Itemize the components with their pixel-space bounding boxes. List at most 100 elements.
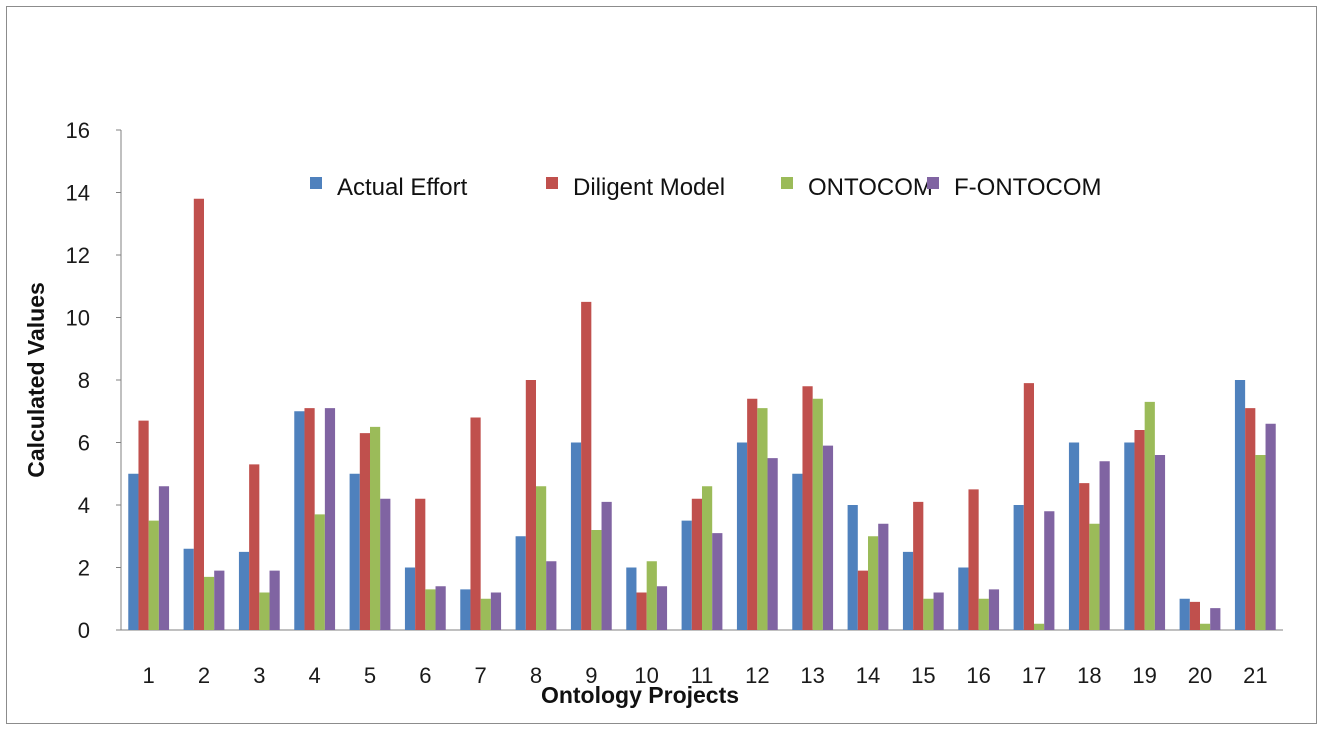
bar bbox=[1144, 401, 1155, 630]
bar bbox=[792, 473, 803, 630]
bar bbox=[857, 570, 868, 630]
bar bbox=[1124, 442, 1135, 630]
bar bbox=[435, 586, 446, 630]
bar bbox=[460, 589, 471, 630]
y-tick-label: 0 bbox=[78, 618, 90, 643]
bar bbox=[259, 592, 270, 630]
bar bbox=[294, 411, 305, 630]
x-tick-label: 1 bbox=[143, 663, 155, 688]
bar bbox=[1023, 383, 1034, 630]
legend-swatch bbox=[781, 177, 793, 189]
bar bbox=[193, 198, 204, 630]
bar bbox=[626, 567, 637, 630]
bar bbox=[158, 486, 170, 630]
legend: Actual Effort Diligent Model ONTOCOM F-ONTO… bbox=[310, 174, 1102, 201]
bar bbox=[902, 551, 914, 630]
bar bbox=[425, 589, 436, 630]
y-tick-label: 8 bbox=[78, 368, 90, 393]
bar bbox=[847, 505, 858, 630]
bar bbox=[868, 536, 879, 630]
bar bbox=[183, 548, 194, 630]
bar bbox=[636, 592, 647, 630]
bar bbox=[978, 598, 989, 630]
x-tick-label: 16 bbox=[966, 663, 990, 688]
bar bbox=[480, 598, 491, 630]
bar bbox=[712, 533, 723, 630]
bar bbox=[1034, 623, 1045, 630]
bar bbox=[1134, 430, 1145, 630]
bar bbox=[138, 420, 149, 630]
y-tick-label: 10 bbox=[66, 306, 90, 331]
x-tick-label: 6 bbox=[419, 663, 431, 688]
bar bbox=[757, 408, 768, 630]
y-tick-label: 14 bbox=[66, 181, 90, 206]
y-tick-label: 16 bbox=[66, 118, 90, 143]
x-tick-label: 20 bbox=[1188, 663, 1212, 688]
bar bbox=[591, 530, 602, 630]
bar bbox=[802, 386, 813, 630]
x-tick-label: 14 bbox=[856, 663, 880, 688]
bar bbox=[1200, 623, 1211, 630]
bar bbox=[656, 586, 668, 630]
x-tick-label: 2 bbox=[198, 663, 210, 688]
bar bbox=[214, 570, 225, 630]
bar bbox=[490, 592, 502, 630]
bar bbox=[812, 398, 823, 630]
bar bbox=[923, 598, 934, 630]
bar bbox=[601, 501, 612, 630]
legend-label: ONTOCOM bbox=[808, 174, 933, 201]
x-tick-label: 12 bbox=[745, 663, 769, 688]
bar bbox=[767, 458, 778, 630]
bar bbox=[380, 498, 391, 630]
bar bbox=[249, 464, 260, 630]
bar bbox=[691, 498, 702, 630]
legend-label: Diligent Model bbox=[573, 174, 725, 201]
x-tick-label: 10 bbox=[634, 663, 658, 688]
bar bbox=[681, 520, 692, 630]
bar bbox=[359, 433, 370, 630]
legend-swatch bbox=[546, 177, 558, 189]
bar bbox=[933, 592, 944, 630]
x-tick-label: 4 bbox=[309, 663, 321, 688]
bar bbox=[1234, 380, 1246, 630]
y-tick-label: 12 bbox=[66, 243, 90, 268]
bar bbox=[269, 570, 280, 630]
bar bbox=[1255, 455, 1266, 630]
x-tick-label: 17 bbox=[1022, 663, 1046, 688]
legend-label: F-ONTOCOM bbox=[954, 174, 1102, 201]
bar bbox=[646, 561, 657, 630]
x-tick-label: 5 bbox=[364, 663, 376, 688]
bar bbox=[324, 408, 336, 630]
bar bbox=[370, 426, 381, 630]
bar bbox=[747, 398, 758, 630]
bar bbox=[1179, 598, 1190, 630]
x-tick-label: 13 bbox=[800, 663, 824, 688]
legend-label: Actual Effort bbox=[337, 174, 468, 201]
bar bbox=[148, 520, 159, 630]
bar bbox=[581, 301, 592, 630]
legend-swatch bbox=[927, 177, 939, 189]
bar bbox=[968, 489, 979, 630]
bar bbox=[702, 486, 713, 630]
x-tick-label: 11 bbox=[691, 663, 714, 688]
x-tick-label: 19 bbox=[1132, 663, 1156, 688]
bar bbox=[128, 473, 139, 630]
bars bbox=[128, 198, 1276, 630]
bar bbox=[304, 408, 315, 630]
x-axis-title: Ontology Projects bbox=[541, 682, 739, 708]
bar bbox=[238, 551, 250, 630]
bar bbox=[958, 567, 969, 630]
legend-swatch bbox=[310, 177, 322, 189]
bar bbox=[913, 501, 924, 630]
bar bbox=[1154, 455, 1166, 630]
bar bbox=[988, 589, 1000, 630]
bar bbox=[204, 576, 215, 630]
bar bbox=[1013, 505, 1024, 630]
bar bbox=[878, 523, 889, 630]
bar bbox=[314, 514, 325, 630]
y-axis-title: Calculated Values bbox=[23, 282, 49, 478]
bar bbox=[1210, 608, 1221, 630]
bar bbox=[546, 561, 557, 630]
bar bbox=[1265, 423, 1276, 630]
